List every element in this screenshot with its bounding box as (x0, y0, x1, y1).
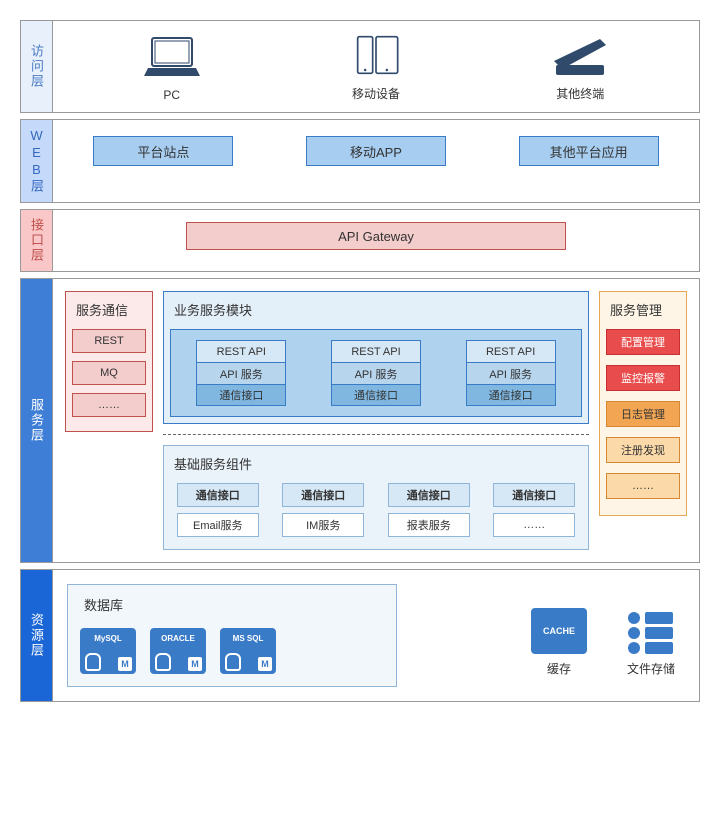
cache-icon: CACHE (531, 608, 587, 654)
panel-service-comm: 服务通信 REST MQ …… (65, 291, 153, 432)
db-mysql-icon: MySQL (80, 628, 136, 674)
access-other-label: 其他终端 (556, 85, 604, 102)
db-mssql-icon: MS SQL (220, 628, 276, 674)
layer-resource: 资源层 数据库 MySQL ORACLE MS SQL CACHE 缓存 (20, 569, 700, 702)
laptop-icon (142, 34, 202, 82)
cache-label: 缓存 (547, 660, 571, 677)
base-stack-more: 通信接口 …… (493, 483, 575, 543)
access-other: 其他终端 (550, 31, 610, 102)
api-gateway: API Gateway (186, 222, 566, 250)
web-mobile-app: 移动APP (306, 136, 446, 166)
layer-label-access: 访问层 (21, 21, 53, 112)
resource-file-storage: 文件存储 (627, 612, 675, 677)
panel-database: 数据库 MySQL ORACLE MS SQL (67, 584, 397, 687)
layer-service: 服务层 服务通信 REST MQ …… 业务服务模块 (20, 278, 700, 563)
biz-stack-2: REST API API 服务 通信接口 (331, 340, 421, 406)
layer-label-resource: 资源层 (21, 570, 53, 701)
mgmt-discovery: 注册发现 (606, 437, 680, 463)
resource-cache: CACHE 缓存 (531, 608, 587, 677)
comm-mq: MQ (72, 361, 146, 385)
layer-label-web: WEB层 (21, 120, 53, 202)
mgmt-more: …… (606, 473, 680, 499)
comm-more: …… (72, 393, 146, 417)
file-storage-icon (628, 612, 673, 654)
mgmt-monitor: 监控报警 (606, 365, 680, 391)
base-stack-report: 通信接口 报表服务 (388, 483, 470, 543)
biz-stack-1: REST API API 服务 通信接口 (196, 340, 286, 406)
layer-web: WEB层 平台站点 移动APP 其他平台应用 (20, 119, 700, 203)
panel-base-service: 基础服务组件 通信接口 Email服务 通信接口 IM服务 通信 (163, 445, 589, 550)
mgmt-log: 日志管理 (606, 401, 680, 427)
panel-biz-service: 业务服务模块 REST API API 服务 通信接口 REST API API… (163, 291, 589, 424)
panel-title-comm: 服务通信 (72, 298, 146, 321)
layer-api: 接口层 API Gateway (20, 209, 700, 272)
comm-rest: REST (72, 329, 146, 353)
web-platform-site: 平台站点 (93, 136, 233, 166)
db-oracle-icon: ORACLE (150, 628, 206, 674)
layer-access: 访问层 PC (20, 20, 700, 113)
layer-label-service: 服务层 (21, 279, 53, 562)
separator (163, 434, 589, 435)
biz-stack-3: REST API API 服务 通信接口 (466, 340, 556, 406)
access-mobile: 移动设备 (351, 31, 401, 102)
layer-label-api: 接口层 (21, 210, 53, 271)
file-label: 文件存储 (627, 660, 675, 677)
scanner-icon (550, 31, 610, 79)
web-other-platform: 其他平台应用 (519, 136, 659, 166)
panel-title-mgmt: 服务管理 (606, 298, 680, 321)
base-stack-email: 通信接口 Email服务 (177, 483, 259, 543)
panel-title-base: 基础服务组件 (170, 452, 582, 475)
access-mobile-label: 移动设备 (352, 85, 400, 102)
panel-title-biz: 业务服务模块 (170, 298, 582, 321)
base-stack-im: 通信接口 IM服务 (282, 483, 364, 543)
access-pc: PC (142, 34, 202, 102)
architecture-diagram: 访问层 PC (20, 20, 700, 702)
mgmt-config: 配置管理 (606, 329, 680, 355)
panel-title-db: 数据库 (80, 593, 384, 616)
access-pc-label: PC (163, 88, 180, 102)
panel-service-mgmt: 服务管理 配置管理 监控报警 日志管理 注册发现 …… (599, 291, 687, 516)
mobile-icon (351, 31, 401, 79)
